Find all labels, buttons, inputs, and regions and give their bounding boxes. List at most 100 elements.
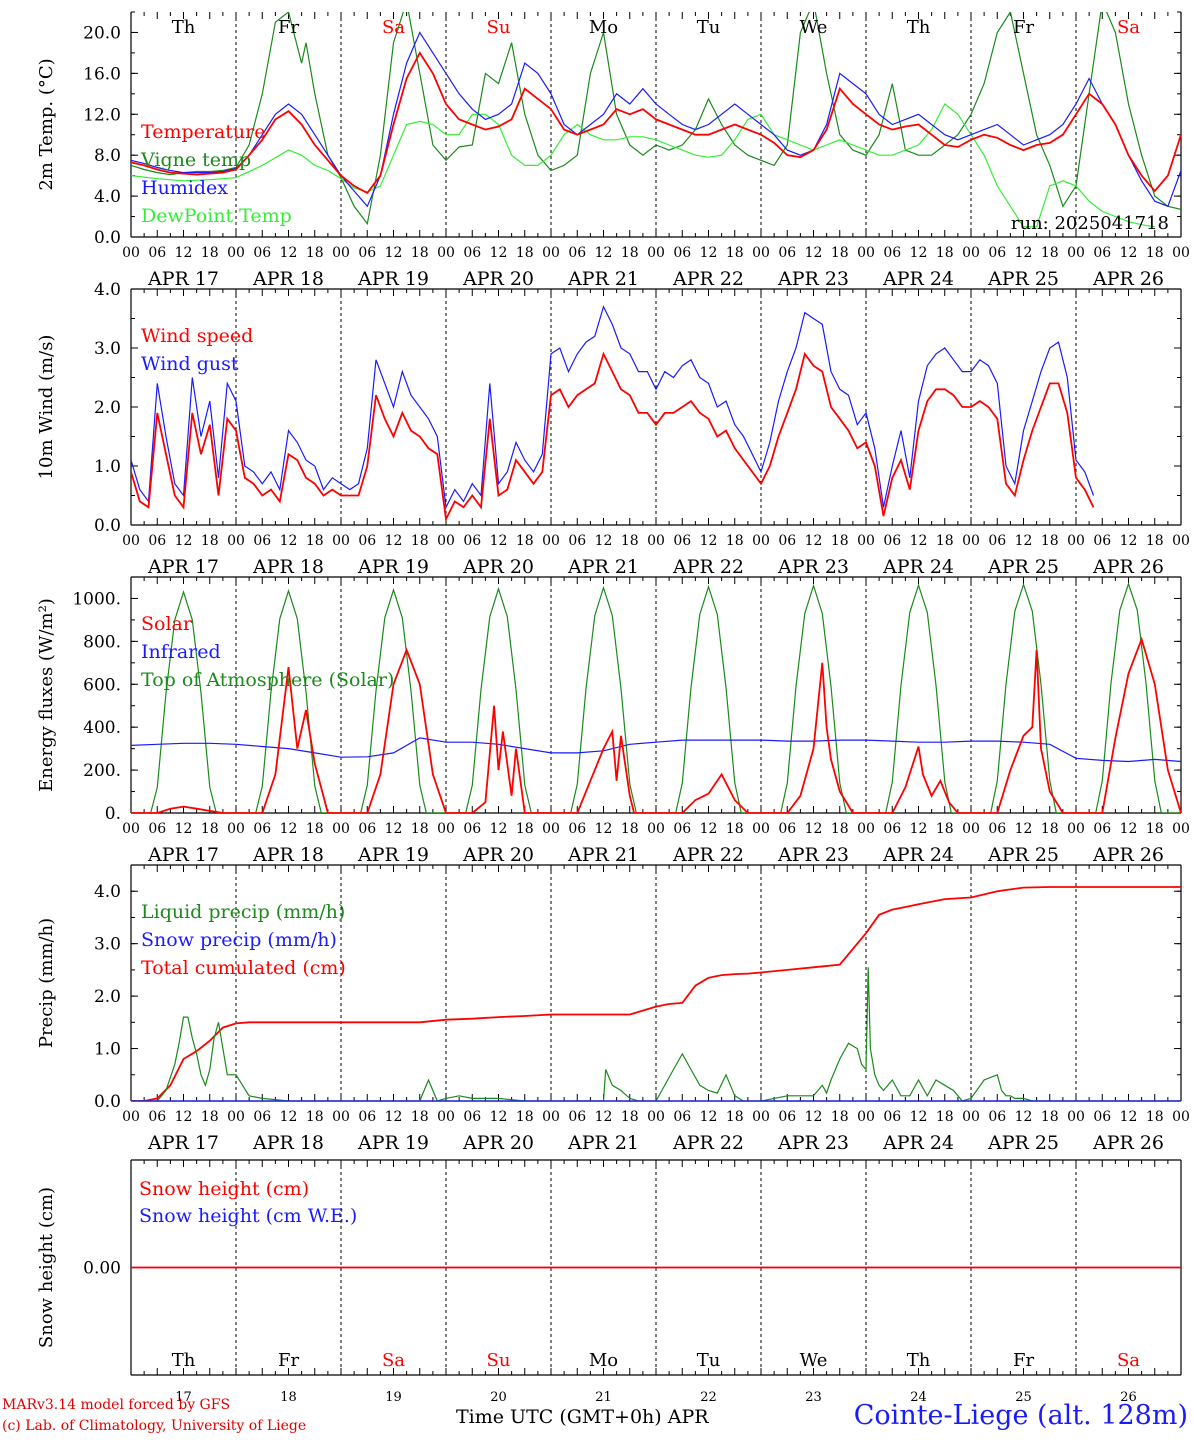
hour-tick-label: 06 xyxy=(883,821,901,837)
day-label: APR 18 xyxy=(252,556,324,578)
y-tick-label: 2.0 xyxy=(94,398,121,418)
hour-tick-label: 18 xyxy=(1041,533,1059,549)
hour-tick-label: 06 xyxy=(883,1109,901,1125)
day-label: APR 23 xyxy=(777,556,849,578)
weekday-label: Th xyxy=(907,17,931,38)
day-label: APR 24 xyxy=(882,844,954,866)
weekday-label: Th xyxy=(172,1350,196,1371)
day-label: APR 18 xyxy=(252,1132,324,1154)
hour-tick-label: 06 xyxy=(1093,245,1111,261)
hour-tick-label: 18 xyxy=(936,245,954,261)
hour-tick-label: 18 xyxy=(516,533,534,549)
y-tick-label: 4.0 xyxy=(94,882,121,902)
hour-tick-label: 18 xyxy=(306,533,324,549)
hour-tick-label: 12 xyxy=(805,821,823,837)
weekday-label: Tu xyxy=(697,17,721,38)
panel-5: 0.00 Snow height (cm) Snow height (cm) Snow… xyxy=(36,1159,1182,1405)
hour-tick-label: 06 xyxy=(988,821,1006,837)
y-tick-label: 400. xyxy=(83,718,121,738)
y-axis-title: Energy fluxes (W/m²) xyxy=(36,598,57,792)
weekday-label: Tu xyxy=(697,1350,721,1371)
legend-entry: Solar xyxy=(141,613,193,635)
hour-tick-label: 06 xyxy=(358,533,376,549)
day-label: APR 25 xyxy=(987,844,1059,866)
time-axis-label: Time UTC (GMT+0h) APR xyxy=(456,1406,709,1428)
hour-tick-label: 06 xyxy=(883,533,901,549)
hour-tick-label: 12 xyxy=(490,533,508,549)
legend-entry: DewPoint Temp xyxy=(141,205,292,227)
weekday-label: Sa xyxy=(1117,1350,1140,1371)
hour-tick-label: 18 xyxy=(411,1109,429,1125)
hour-tick-label: 18 xyxy=(201,1109,219,1125)
y-tick-label: 0.0 xyxy=(94,516,121,536)
weekday-label: Th xyxy=(172,17,196,38)
hour-tick-label: 06 xyxy=(778,245,796,261)
hour-tick-label: 06 xyxy=(463,821,481,837)
hour-tick-label: 06 xyxy=(778,1109,796,1125)
hour-tick-label: 12 xyxy=(700,245,718,261)
hour-tick-label: 06 xyxy=(358,821,376,837)
hour-tick-label: 12 xyxy=(175,1109,193,1125)
hour-tick-label: 06 xyxy=(148,1109,166,1125)
hour-tick-label: 00 xyxy=(857,1109,875,1125)
hour-tick-label: 00 xyxy=(122,1109,140,1125)
day-label: APR 26 xyxy=(1092,844,1164,866)
weekday-label: Sa xyxy=(1117,17,1140,38)
hour-tick-label: 00 xyxy=(227,533,245,549)
day-label: APR 20 xyxy=(462,1132,534,1154)
hour-tick-label: 18 xyxy=(411,533,429,549)
hour-tick-label: 12 xyxy=(490,245,508,261)
hour-tick-label: 12 xyxy=(1120,245,1138,261)
hour-tick-label: 12 xyxy=(490,1109,508,1125)
hour-tick-label: 18 xyxy=(1041,245,1059,261)
y-tick-label: 2.0 xyxy=(94,987,121,1007)
y-tick-label: 12.0 xyxy=(83,105,121,125)
day-label: APR 20 xyxy=(462,844,534,866)
hour-tick-label: 06 xyxy=(568,533,586,549)
hour-tick-label: 00 xyxy=(752,1109,770,1125)
day-label: APR 18 xyxy=(252,844,324,866)
hour-tick-label: 00 xyxy=(437,533,455,549)
hour-tick-label: 18 xyxy=(726,533,744,549)
hour-tick-label: 00 xyxy=(332,1109,350,1125)
hour-tick-label: 06 xyxy=(148,245,166,261)
hour-tick-label: 06 xyxy=(568,1109,586,1125)
hour-tick-label: 18 xyxy=(936,821,954,837)
y-axis-title: 10m Wind (m/s) xyxy=(36,335,57,480)
weekday-label: Su xyxy=(487,17,511,38)
hour-tick-label: 18 xyxy=(516,821,534,837)
legend-entry: Snow height (cm W.E.) xyxy=(139,1205,357,1227)
hour-tick-label: 06 xyxy=(778,821,796,837)
weekday-label: Sa xyxy=(382,1350,405,1371)
hour-tick-label: 06 xyxy=(988,1109,1006,1125)
hour-tick-label: 06 xyxy=(463,533,481,549)
hour-tick-label: 18 xyxy=(726,245,744,261)
hour-tick-label: 00 xyxy=(542,245,560,261)
weekday-label: Mo xyxy=(589,1350,618,1371)
hour-tick-label: 18 xyxy=(621,1109,639,1125)
day-label: APR 17 xyxy=(147,556,219,578)
hour-tick-label: 00 xyxy=(647,821,665,837)
hour-tick-label: 12 xyxy=(910,245,928,261)
hour-tick-label: 12 xyxy=(805,533,823,549)
hour-tick-label: 06 xyxy=(673,1109,691,1125)
y-axis-title: 2m Temp. (°C) xyxy=(36,58,57,190)
hour-tick-label: 18 xyxy=(201,245,219,261)
series-group xyxy=(131,886,1181,1101)
hour-tick-label: 18 xyxy=(306,821,324,837)
hour-tick-label: 00 xyxy=(1067,1109,1085,1125)
hour-tick-label: 00 xyxy=(437,821,455,837)
station-name: Cointe-Liege (alt. 128m) xyxy=(853,1400,1188,1431)
hour-tick-label: 06 xyxy=(148,821,166,837)
hour-tick-label: 12 xyxy=(910,821,928,837)
hour-tick-label: 12 xyxy=(595,245,613,261)
hour-tick-label: 00 xyxy=(962,533,980,549)
hour-tick-label: 12 xyxy=(1015,821,1033,837)
hour-tick-label: 12 xyxy=(490,821,508,837)
hour-tick-label: 12 xyxy=(1015,533,1033,549)
day-label: APR 25 xyxy=(987,556,1059,578)
hour-tick-label: 18 xyxy=(1041,1109,1059,1125)
hour-tick-label: 00 xyxy=(542,821,560,837)
hour-tick-label: 12 xyxy=(1120,1109,1138,1125)
